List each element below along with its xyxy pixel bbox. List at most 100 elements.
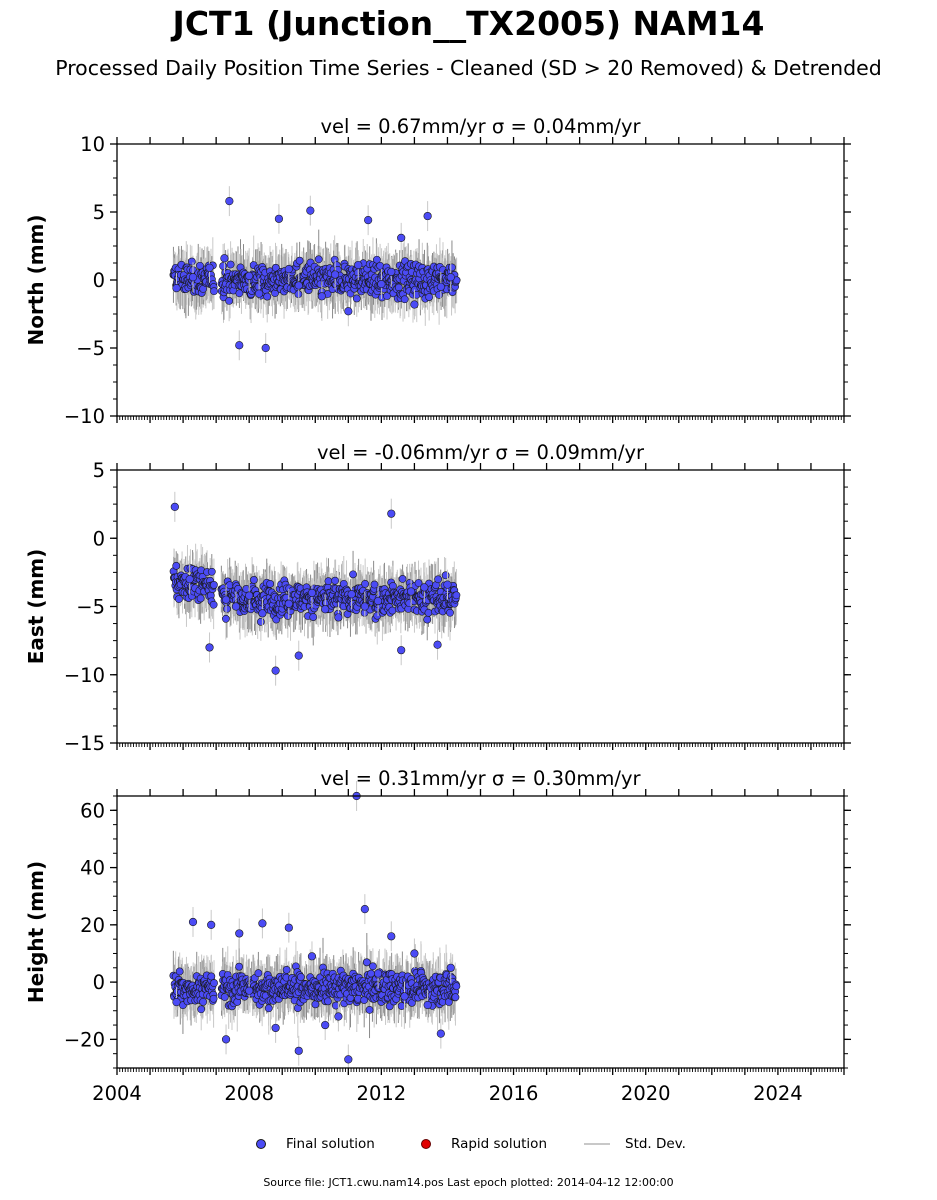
y-tick-label: −10: [64, 405, 105, 428]
y-axis-label-0: North (mm): [24, 214, 48, 345]
observation-point: [331, 576, 340, 585]
observation-point: [324, 997, 332, 1006]
observation-point: [219, 262, 227, 270]
observation-point: [295, 256, 304, 265]
observation-point: [254, 969, 263, 978]
data-point: [387, 509, 396, 518]
observation-point: [209, 994, 218, 1003]
observation-point: [362, 958, 371, 967]
data-point: [364, 216, 373, 225]
observation-cloud-0: [169, 255, 461, 305]
data-point: [344, 307, 353, 316]
data-point: [188, 917, 198, 927]
observation-point: [368, 962, 377, 971]
observation-point: [373, 255, 381, 264]
data-point: [188, 273, 198, 282]
observation-point: [441, 571, 450, 580]
data-point: [373, 969, 383, 978]
data-point: [387, 932, 396, 941]
observation-point: [352, 294, 361, 303]
data-point: [284, 265, 293, 274]
y-tick-label: 20: [80, 914, 105, 937]
data-point: [387, 267, 396, 276]
data-point: [207, 920, 216, 929]
data-point: [334, 613, 343, 622]
data-point: [360, 904, 369, 914]
data-point: [306, 206, 315, 215]
observation-point: [210, 581, 218, 589]
observation-point: [451, 993, 460, 1002]
observation-point: [400, 295, 409, 304]
data-point: [221, 1035, 231, 1044]
observation-point: [388, 606, 397, 615]
y-tick-label: 5: [93, 201, 105, 224]
data-point: [307, 588, 317, 597]
y-tick-label: 60: [80, 799, 105, 822]
observation-point: [210, 287, 218, 296]
observation-point: [175, 595, 183, 603]
data-point: [205, 263, 214, 272]
observation-point: [314, 255, 323, 264]
legend-item-rapid: Rapid solution: [421, 1136, 547, 1152]
observation-point: [446, 608, 454, 617]
observation-point: [425, 293, 434, 301]
observation-point: [196, 594, 205, 603]
observation-point: [235, 962, 244, 971]
observation-point: [398, 575, 407, 583]
observation-point: [424, 608, 433, 617]
observation-point: [423, 615, 432, 624]
observation-cloud-1: [169, 561, 461, 626]
y-axis-label-1: East (mm): [24, 549, 48, 665]
data-point: [334, 1012, 343, 1021]
data-point: [271, 666, 280, 675]
data-point: [331, 270, 340, 279]
footer-source: Source file: JCT1.cwu.nam14.pos Last epo…: [263, 1176, 674, 1189]
observation-point: [434, 575, 443, 584]
observation-point: [225, 296, 234, 305]
data-point: [258, 919, 267, 928]
y-tick-label: 0: [93, 527, 105, 550]
data-point: [397, 233, 406, 242]
data-point: [294, 281, 303, 290]
subplot-title-2: vel = 0.31mm/yr σ = 0.30mm/yr: [320, 767, 641, 790]
observation-point: [199, 997, 208, 1006]
data-point: [433, 640, 442, 649]
observation-point: [452, 591, 461, 600]
data-point: [446, 273, 455, 282]
data-point: [443, 580, 452, 589]
legend-item-final: Final solution: [256, 1136, 375, 1152]
x-tick-label: 2016: [489, 1082, 539, 1105]
x-tick-label: 2024: [753, 1082, 803, 1105]
data-point: [423, 1000, 432, 1010]
observation-point: [187, 257, 196, 266]
data-point: [225, 197, 234, 206]
data-point: [307, 952, 317, 961]
legend-marker-stddev: [584, 1143, 610, 1145]
data-point: [220, 254, 229, 263]
observation-point: [311, 1000, 320, 1009]
observation-point: [223, 605, 231, 613]
data-point: [423, 211, 432, 221]
data-point: [407, 587, 416, 596]
page-title: JCT1 (Junction__TX2005) NAM14: [172, 4, 765, 43]
data-point: [377, 279, 386, 289]
observation-point: [397, 1002, 406, 1010]
y-tick-label: −5: [76, 596, 105, 619]
data-point: [172, 284, 181, 293]
x-tick-label: 2020: [621, 1082, 671, 1105]
observation-point: [331, 1001, 340, 1010]
observation-point: [452, 982, 461, 991]
data-point: [258, 609, 267, 618]
observation-point: [207, 972, 216, 981]
legend-label-final: Final solution: [286, 1136, 375, 1152]
data-point: [245, 591, 254, 600]
data-point: [284, 599, 293, 608]
y-tick-label: 0: [93, 269, 105, 292]
observation-point: [250, 576, 258, 584]
observation-point: [220, 993, 229, 1001]
legend-label-rapid: Rapid solution: [451, 1136, 547, 1152]
observation-point: [172, 561, 181, 570]
observation-point: [221, 614, 230, 623]
observation-point: [207, 567, 216, 576]
y-tick-label: 0: [93, 971, 105, 994]
